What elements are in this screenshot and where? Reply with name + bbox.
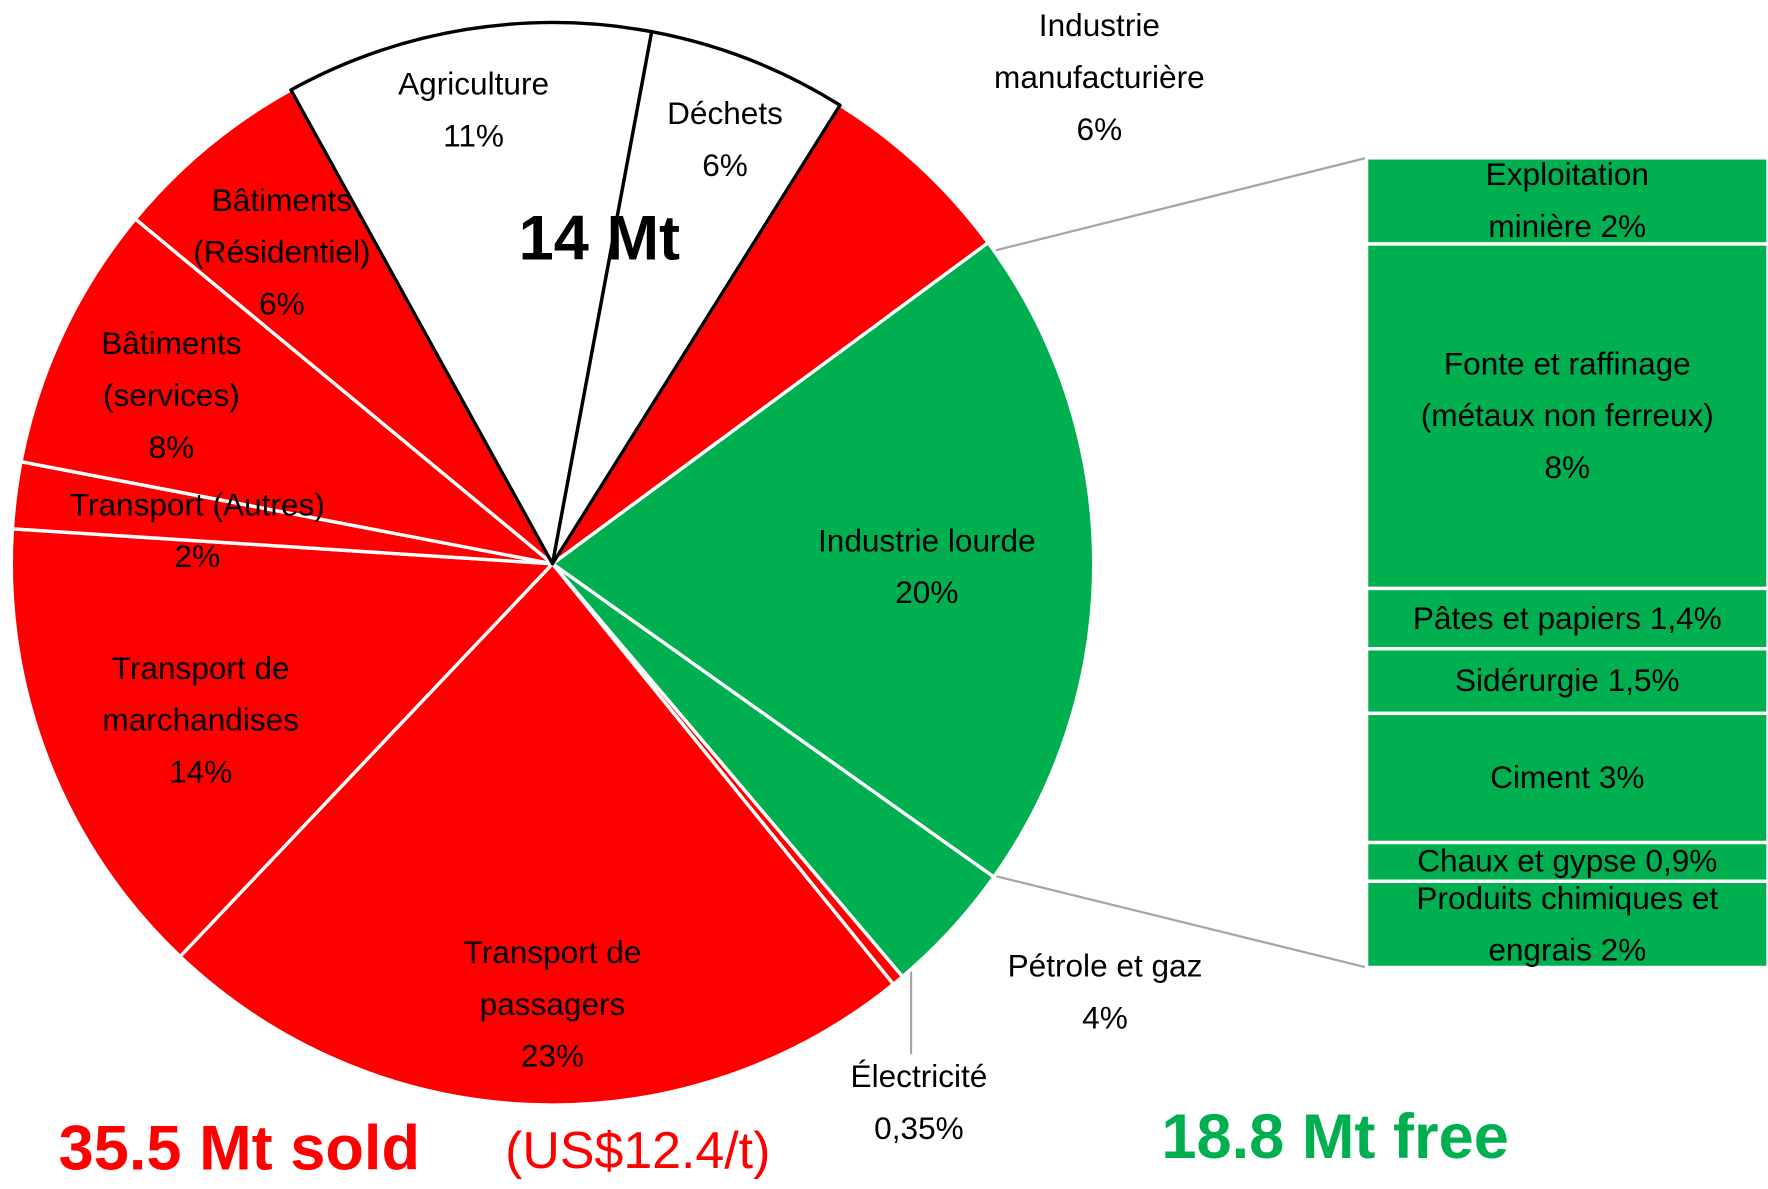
slice-label: Industrie lourde 20% [769, 515, 1085, 619]
slice-value: 2% [174, 538, 221, 574]
bar-label: Produits chimiques et engrais 2% [1398, 872, 1736, 976]
bar-segment [1364, 840, 1768, 884]
annotation: (US$12.4/t) [505, 1120, 771, 1180]
slice-value: 6% [702, 147, 748, 183]
pie-slice [550, 30, 842, 566]
bar-label: Chaux et gypse 0,9% [1367, 836, 1768, 888]
pie-slice [178, 562, 896, 1107]
slice-value: 6% [259, 286, 305, 322]
bar-label: Sidérurgie 1,5% [1367, 655, 1768, 707]
slice-value: 8% [148, 429, 195, 465]
slice-label: Agriculture 11% [350, 59, 598, 163]
slice-label: Électricité 0,35% [806, 1051, 1032, 1155]
bar-segment-label: Chaux et gypse 0,9% [1367, 843, 1768, 882]
slice-category: Agriculture [398, 66, 550, 102]
bar-category: Fonte et raffinage (métaux non ferreux) [1420, 346, 1714, 434]
bar-value: 8% [1544, 450, 1591, 486]
slice-value: 6% [1076, 111, 1123, 147]
annotation: 18.8 Mt free [1161, 1100, 1509, 1172]
slice-value: 20% [895, 575, 959, 611]
bar-value: 3% [1598, 759, 1645, 795]
slice-category: Transport de marchandises [102, 650, 299, 738]
bar-segment [1364, 647, 1768, 716]
bar-label: Ciment 3% [1367, 752, 1768, 804]
slice-label: Bâtiments (services) 8% [70, 318, 273, 474]
bar-category: Produits chimiques et engrais [1416, 880, 1719, 968]
pie-slice [550, 103, 990, 566]
pie-slice [9, 527, 555, 959]
annotation: 14 Mt [518, 201, 681, 273]
bar-category: Ciment [1490, 759, 1591, 795]
slice-category: Pétrole et gaz [1007, 948, 1203, 984]
slice-category: Industrie lourde [818, 523, 1036, 559]
bar-category: Exploitation minière [1485, 156, 1649, 244]
connector-line [995, 875, 1367, 969]
bar-segment-label: Exploitation minière 2% [1367, 157, 1768, 244]
slice-category: Transport (Autres) [69, 487, 325, 523]
bar-segment-label: Pâtes et papiers 1,4% [1367, 588, 1768, 648]
slice-label: Pétrole et gaz 4% [970, 940, 1241, 1044]
bar-segment [1364, 879, 1768, 970]
bar-category: Chaux et gypse [1417, 843, 1637, 879]
slice-label: Transport (Autres) 2% [28, 479, 366, 583]
slice-label: Transport de marchandises 14% [65, 643, 336, 799]
slice-category: Électricité [850, 1058, 988, 1094]
pie-slice [550, 240, 1096, 879]
bar-label: Pâtes et papiers 1,4% [1367, 593, 1768, 645]
bar-value: 0,9% [1645, 843, 1718, 879]
slice-category: Industrie manufacturière [994, 7, 1205, 95]
slice-value: 4% [1082, 1000, 1128, 1036]
bar-segment-label: Ciment 3% [1367, 713, 1768, 842]
slice-category: Déchets [667, 95, 783, 131]
bar-segment-label: Fonte et raffinage (métaux non ferreux) … [1367, 244, 1768, 589]
annotation: 35.5 Mt sold [58, 1111, 421, 1183]
connector-line [995, 156, 1367, 252]
slice-value: 23% [520, 1038, 585, 1074]
pie-slice [19, 217, 555, 566]
bar-segment-label: Sidérurgie 1,5% [1367, 649, 1768, 714]
slice-category: Bâtiments (services) [101, 325, 242, 413]
slice-label: Transport de passagers 23% [428, 927, 676, 1083]
slice-label: Déchets 6% [646, 88, 804, 192]
slice-label: Industrie manufacturière 6% [953, 0, 1246, 156]
bar-segment-label: Produits chimiques et engrais 2% [1367, 880, 1768, 967]
bar-category: Sidérurgie [1454, 663, 1599, 698]
slice-value: 14% [169, 754, 233, 790]
bar-label: Fonte et raffinage (métaux non ferreux) … [1409, 338, 1725, 494]
slice-category: Transport de passagers [463, 934, 642, 1022]
slice-category: Bâtiments (Résidentiel) [193, 182, 371, 270]
bar-value: 1,4% [1649, 600, 1722, 636]
pie-slice [133, 88, 555, 566]
bar-value: 2% [1600, 208, 1647, 244]
slice-label: Bâtiments (Résidentiel) 6% [158, 175, 406, 331]
slice-value: 0,35% [874, 1110, 964, 1146]
bar-category: Pâtes et papiers [1412, 600, 1641, 636]
slice-value: 11% [443, 118, 504, 154]
bar-label: Exploitation minière 2% [1455, 149, 1681, 253]
bar-segment [1364, 242, 1768, 591]
bar-value: 2% [1600, 932, 1647, 968]
bar-value: 1,5% [1607, 663, 1680, 698]
pie-slice [289, 20, 654, 566]
